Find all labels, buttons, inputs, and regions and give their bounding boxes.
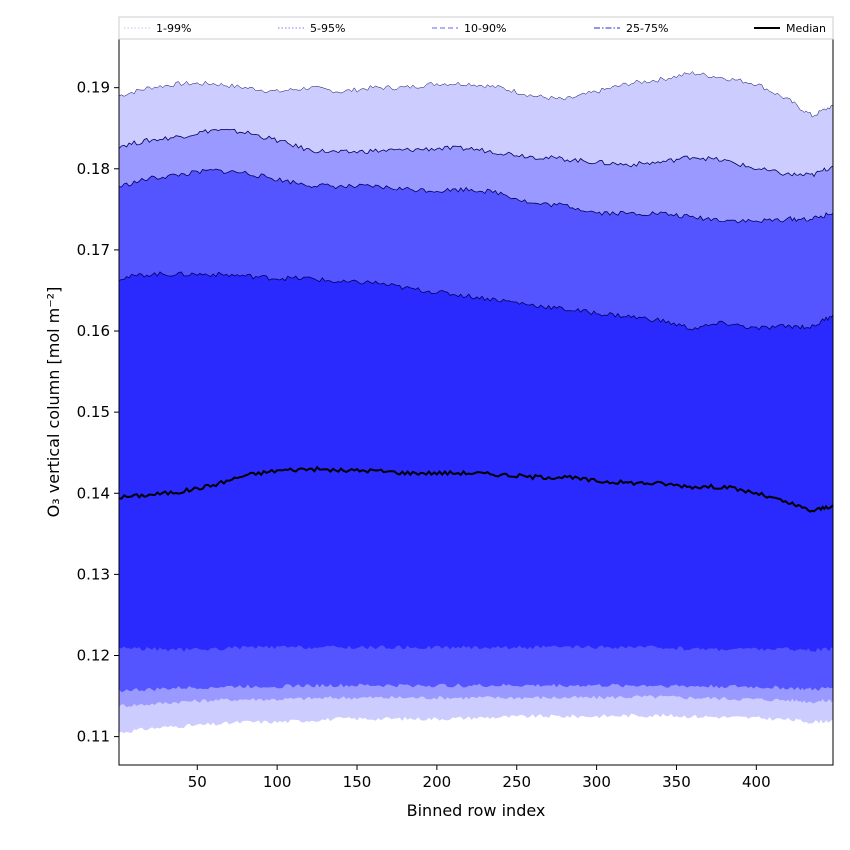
y-tick-label: 0.16 bbox=[77, 322, 110, 340]
band-5-95%-upper-edge bbox=[118, 128, 834, 178]
y-tick-label: 0.14 bbox=[77, 484, 110, 502]
x-tick-label: 50 bbox=[188, 773, 207, 791]
y-tick-label: 0.11 bbox=[77, 728, 110, 746]
legend-label: Median bbox=[786, 22, 826, 35]
x-tick-label: 150 bbox=[343, 773, 372, 791]
legend-label: 25-75% bbox=[626, 22, 668, 35]
x-tick-label: 300 bbox=[582, 773, 611, 791]
y-tick-label: 0.13 bbox=[77, 565, 110, 583]
y-tick-label: 0.12 bbox=[77, 646, 110, 664]
legend-label: 1-99% bbox=[156, 22, 191, 35]
y-tick-label: 0.19 bbox=[77, 79, 110, 97]
median-line bbox=[118, 465, 834, 513]
y-tick-label: 0.18 bbox=[77, 160, 110, 178]
x-tick-label: 100 bbox=[263, 773, 292, 791]
x-tick-label: 250 bbox=[502, 773, 531, 791]
median-layer bbox=[118, 465, 834, 513]
x-tick-label: 400 bbox=[742, 773, 771, 791]
band-25-75% bbox=[119, 271, 833, 652]
x-tick-label: 200 bbox=[423, 773, 452, 791]
y-axis-label: O₃ vertical column [mol m⁻²] bbox=[44, 287, 63, 518]
legend-label: 5-95% bbox=[310, 22, 345, 35]
y-tick-label: 0.15 bbox=[77, 403, 110, 421]
band-1-99%-upper-edge bbox=[118, 71, 834, 118]
band-areas bbox=[118, 71, 834, 734]
x-axis-label: Binned row index bbox=[407, 801, 546, 820]
y-tick-label: 0.17 bbox=[77, 241, 110, 259]
y-axis: 0.11 0.12 0.13 0.14 0.15 0.16 0.17 0.18 0.19 bbox=[77, 79, 119, 746]
band-25-75%-upper-edge bbox=[118, 271, 834, 331]
legend: 1-99% 5-95% 10-90% 25-75% Median bbox=[118, 16, 834, 40]
x-axis: 50 100 150 200 250 300 350 400 bbox=[188, 765, 771, 791]
legend-frame bbox=[118, 16, 834, 40]
x-tick-label: 350 bbox=[662, 773, 691, 791]
legend-label: 10-90% bbox=[464, 22, 506, 35]
band-10-90%-upper-edge bbox=[118, 168, 834, 224]
